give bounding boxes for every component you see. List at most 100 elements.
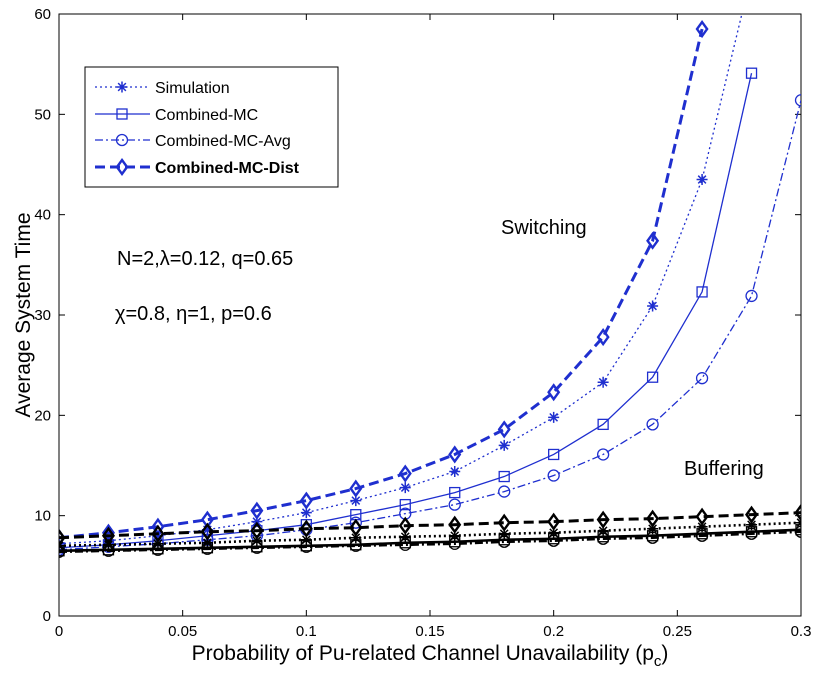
series-buffering-combined-mc-dist xyxy=(59,503,801,547)
series-line-buffering-combined-mc-dist xyxy=(59,511,801,540)
data-point-switching-simulation xyxy=(201,524,213,536)
data-point-switching-simulation xyxy=(696,174,708,186)
data-point-switching-simulation xyxy=(449,466,461,478)
y-axis-label: Average System Time xyxy=(12,212,35,417)
data-point-buffering-simulation xyxy=(597,525,609,537)
y-tick-label: 20 xyxy=(34,407,51,424)
data-point-switching-combined-mc-avg xyxy=(695,372,709,385)
legend-samples xyxy=(95,81,150,177)
data-point-buffering-simulation xyxy=(300,534,312,546)
y-tick-label: 10 xyxy=(34,508,51,525)
data-point-buffering-combined-mc-dist xyxy=(745,505,759,524)
data-point-switching-combined-mc-avg xyxy=(745,289,758,303)
data-point-buffering-combined-mc-avg xyxy=(596,532,610,545)
data-point-buffering-combined-mc-dist xyxy=(101,526,115,545)
data-point-switching-combined-mc-dist xyxy=(695,19,709,39)
data-point-buffering-simulation xyxy=(498,528,510,540)
series-buffering-combined-mc-avg xyxy=(59,525,801,558)
data-point-buffering-combined-mc-avg xyxy=(794,525,801,538)
data-point-buffering-simulation xyxy=(399,531,411,543)
x-tick-label: 0 xyxy=(55,623,63,640)
data-point-switching-combined-mc-dist xyxy=(497,420,511,439)
data-point-buffering-combined-mc-dist xyxy=(497,513,511,532)
annotation-switching: Switching xyxy=(501,217,587,239)
data-point-switching-combined-mc-dist xyxy=(299,491,313,510)
data-point-buffering-combined-mc-avg xyxy=(646,531,659,544)
data-point-buffering-combined-mc-dist xyxy=(59,528,66,547)
y-tick-label: 60 xyxy=(34,6,51,23)
series-layer xyxy=(59,14,801,558)
legend-label-simulation: Simulation xyxy=(155,80,230,97)
data-point-buffering-combined-mc-avg xyxy=(201,542,214,555)
data-point-buffering-combined-mc-dist xyxy=(200,522,214,541)
data-point-switching-combined-mc xyxy=(399,498,411,511)
data-point-buffering-combined-mc-avg xyxy=(448,537,461,550)
data-point-buffering-combined-mc-dist xyxy=(448,515,462,534)
data-point-buffering-combined-mc-avg xyxy=(498,535,511,548)
series-line-switching-combined-mc xyxy=(59,73,753,549)
data-point-buffering-combined-mc-avg xyxy=(349,539,362,552)
data-point-buffering-simulation xyxy=(647,523,659,535)
data-point-switching-combined-mc xyxy=(696,286,708,298)
y-tick-label: 30 xyxy=(34,307,51,324)
legend-label-combined-mc: Combined-MC xyxy=(155,107,258,124)
data-point-buffering-combined-mc-dist xyxy=(794,503,801,522)
data-point-switching-combined-mc xyxy=(449,486,461,499)
data-point-switching-combined-mc-dist xyxy=(398,464,412,483)
data-point-switching-simulation xyxy=(350,495,362,507)
data-point-switching-combined-mc xyxy=(597,418,609,431)
data-point-switching-combined-mc xyxy=(646,371,659,383)
data-point-switching-combined-mc-dist xyxy=(596,328,610,347)
data-point-switching-combined-mc xyxy=(498,470,510,483)
x-tick-label: 0.25 xyxy=(663,623,692,640)
data-point-buffering-combined-mc-dist xyxy=(349,518,363,537)
data-point-buffering-simulation xyxy=(548,527,560,539)
series-line-switching-combined-mc-dist xyxy=(59,28,704,540)
data-point-buffering-combined-mc-avg xyxy=(695,529,709,542)
data-point-switching-combined-mc-avg xyxy=(547,469,560,482)
legend-sample-combined-mc-avg-marker xyxy=(115,133,129,147)
data-point-buffering-combined-mc-dist xyxy=(646,509,660,528)
series-line-buffering-simulation xyxy=(59,521,801,548)
data-point-switching-combined-mc-avg xyxy=(794,94,801,107)
data-point-switching-combined-mc-avg xyxy=(596,448,610,461)
data-point-switching-simulation xyxy=(300,507,312,519)
series-line-switching-combined-mc-avg xyxy=(59,100,801,551)
data-point-switching-combined-mc-avg xyxy=(498,485,511,498)
data-point-buffering-combined-mc-avg xyxy=(300,540,313,553)
data-point-switching-combined-mc-dist xyxy=(349,479,363,498)
data-point-buffering-combined-mc-avg xyxy=(151,543,165,556)
legend-sample-simulation-marker xyxy=(116,81,128,93)
y-tick-label: 0 xyxy=(43,608,51,625)
x-axis-label-main: Probability of Pu-related Channel Unavai… xyxy=(192,642,654,665)
data-point-buffering-combined-mc-dist xyxy=(547,512,561,531)
data-point-switching-simulation xyxy=(548,411,560,423)
data-point-switching-combined-mc-avg xyxy=(448,498,461,511)
data-point-switching-combined-mc-dist xyxy=(448,445,462,464)
legend-label-combined-mc-avg: Combined-MC-Avg xyxy=(155,133,291,150)
data-point-buffering-combined-mc-avg xyxy=(745,527,758,540)
legend-label-combined-mc-dist: Combined-MC-Dist xyxy=(155,160,300,177)
annotation-params-line2: χ=0.8, η=1, p=0.6 xyxy=(115,303,272,325)
data-point-buffering-combined-mc-avg xyxy=(399,538,412,551)
data-point-buffering-simulation xyxy=(746,519,758,531)
data-point-switching-combined-mc xyxy=(548,448,560,461)
series-line-buffering-combined-mc-avg xyxy=(59,530,801,554)
x-tick-label: 0.2 xyxy=(543,623,564,640)
data-point-switching-combined-mc xyxy=(745,67,758,79)
data-point-buffering-combined-mc-dist xyxy=(596,510,610,529)
data-point-switching-combined-mc-dist xyxy=(646,231,660,250)
data-point-buffering-combined-mc-dist xyxy=(695,507,709,526)
legend: Simulation Combined-MC Combined-MC-Avg C… xyxy=(84,66,339,188)
data-point-buffering-combined-mc-dist xyxy=(250,521,264,540)
x-tick-label: 0.15 xyxy=(415,623,444,640)
data-point-buffering-simulation xyxy=(251,535,263,547)
legend-sample-combined-mc-marker xyxy=(116,108,128,120)
x-axis-label-subscript: c xyxy=(654,653,662,670)
data-point-switching-simulation xyxy=(647,300,659,312)
annotation-params-line1: N=2,λ=0.12, q=0.65 xyxy=(117,248,293,270)
legend-sample-combined-mc-dist-marker xyxy=(115,157,129,177)
data-point-buffering-combined-mc-avg xyxy=(102,544,115,557)
x-tick-label: 0.3 xyxy=(791,623,812,640)
data-point-buffering-combined-mc-dist xyxy=(398,516,412,535)
